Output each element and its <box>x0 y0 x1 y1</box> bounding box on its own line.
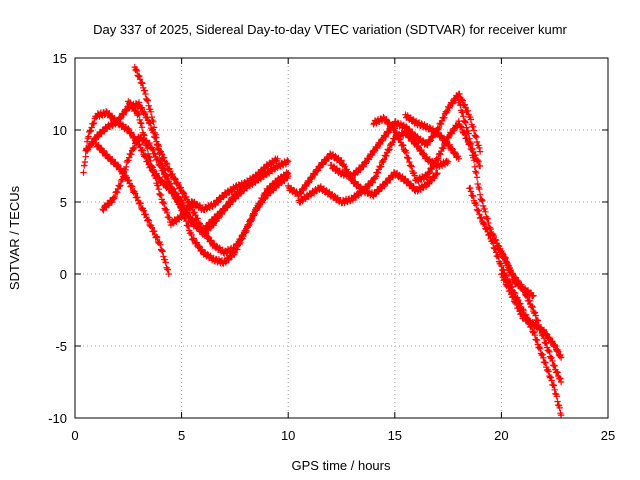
data-point-markers <box>131 63 249 236</box>
data-point-markers <box>327 90 484 181</box>
data-point-markers <box>125 98 281 229</box>
series-arc-7 <box>285 150 441 200</box>
x-tick-label: 15 <box>388 428 402 443</box>
y-tick-label: -5 <box>55 339 67 354</box>
plot-frame <box>74 57 609 419</box>
x-tick-label: 20 <box>494 428 508 443</box>
data-point-markers <box>99 133 292 267</box>
x-tick-label: 25 <box>601 428 615 443</box>
data-marks <box>80 63 565 419</box>
y-tick-label: 10 <box>53 123 67 138</box>
chart-title: Day 337 of 2025, Sidereal Day-to-day VTE… <box>93 22 567 37</box>
y-tick-label: 5 <box>60 195 67 210</box>
data-point-markers <box>93 141 172 278</box>
series-arc-15 <box>498 270 565 361</box>
x-axis-label: GPS time / hours <box>292 458 391 473</box>
x-tick-label: 0 <box>71 428 78 443</box>
y-axis-label: SDTVAR / TECUs <box>7 185 22 290</box>
series-arc-4 <box>93 141 172 278</box>
series-arc-9 <box>327 90 484 181</box>
series-arc-14 <box>493 240 537 300</box>
data-point-markers <box>402 111 462 162</box>
y-tick-label: -10 <box>48 411 67 426</box>
x-tick-label: 5 <box>178 428 185 443</box>
data-point-markers <box>285 150 441 200</box>
data-point-markers <box>493 240 537 300</box>
y-tick-label: 15 <box>53 51 67 66</box>
series-arc-6 <box>125 98 281 229</box>
series-arc-3 <box>99 133 292 267</box>
x-tick-label: 10 <box>281 428 295 443</box>
series-arc-5 <box>131 63 249 236</box>
axis-ticks: 0 5 10 15 20 25 -10 -5 0 5 10 15 <box>48 51 615 443</box>
data-point-markers <box>498 270 565 361</box>
y-tick-label: 0 <box>60 267 67 282</box>
series-arc-11 <box>402 111 462 162</box>
